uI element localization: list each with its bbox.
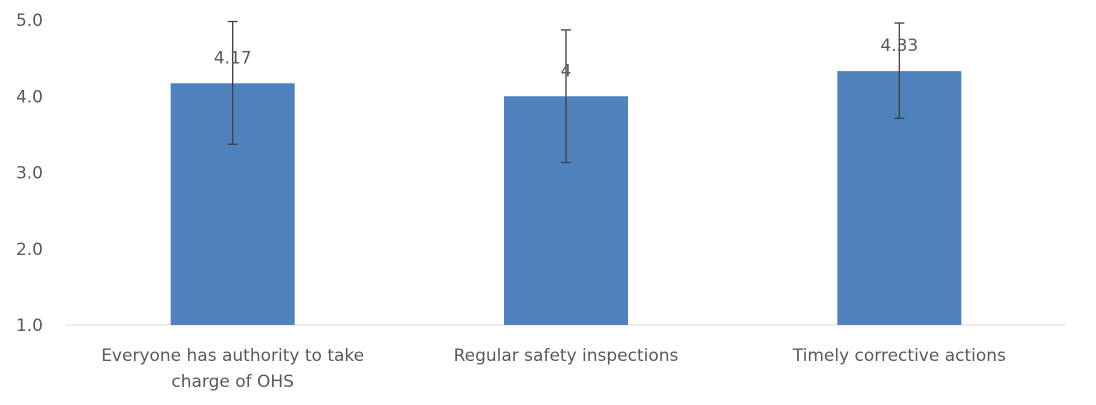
y-tick-label: 3.0	[16, 164, 43, 184]
y-tick-label: 2.0	[16, 240, 43, 260]
x-category-label: Regular safety inspections	[454, 346, 679, 366]
error-bars-group	[227, 20, 905, 164]
y-tick-label: 1.0	[16, 316, 43, 336]
y-tick-label: 4.0	[16, 87, 43, 107]
x-category-label: charge of OHS	[171, 372, 294, 392]
tick-labels-group: 1.0 2.0 3.0 4.0 5.0 Everyone has authority to…	[16, 11, 1006, 392]
data-label: 4	[561, 61, 572, 81]
data-labels-group: 4.17 4 4.33	[214, 36, 919, 81]
data-label: 4.17	[214, 48, 252, 68]
y-tick-label: 5.0	[16, 11, 43, 31]
x-category-label: Everyone has authority to take	[101, 346, 364, 366]
x-category-label: Timely corrective actions	[792, 346, 1006, 366]
data-label: 4.33	[880, 36, 918, 56]
